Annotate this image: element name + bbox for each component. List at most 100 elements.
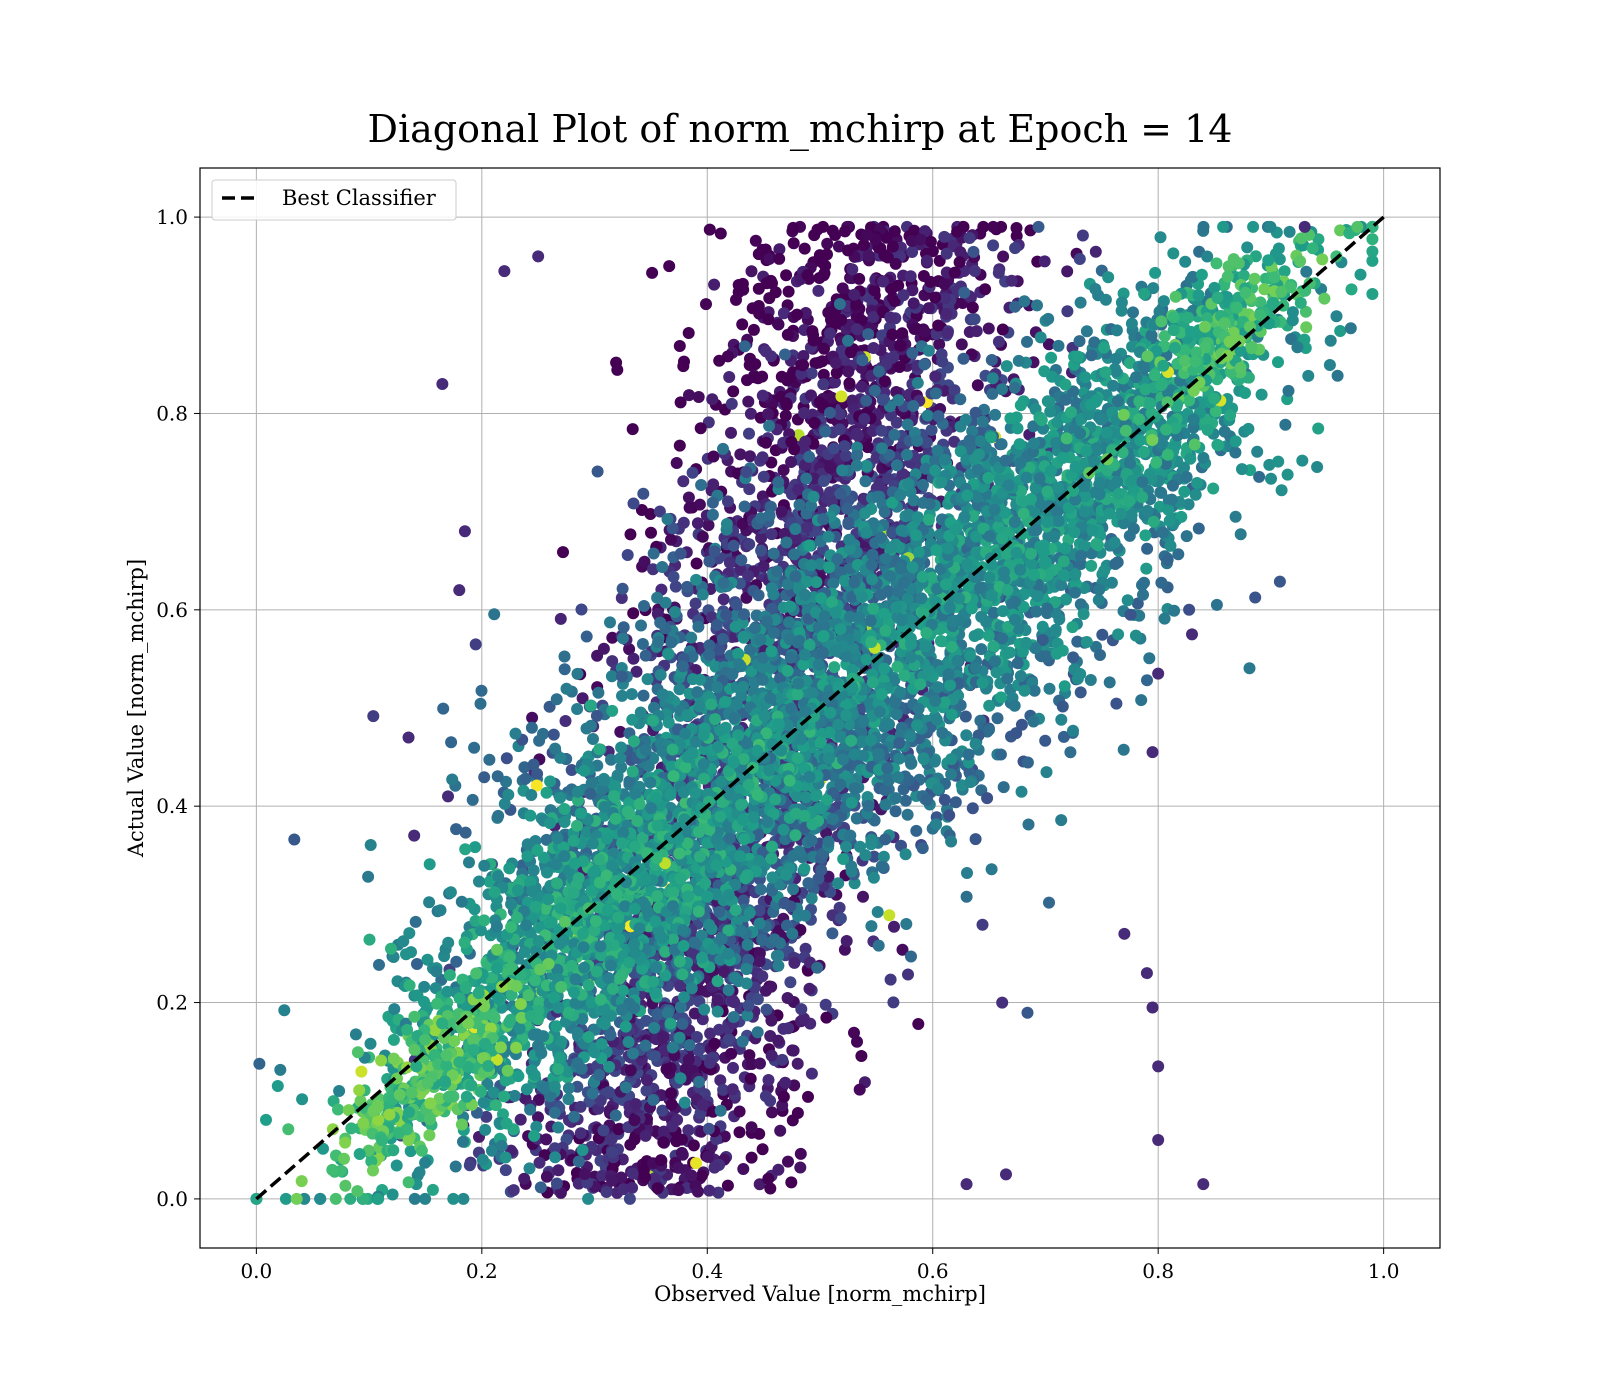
scatter-point [836, 282, 849, 295]
scatter-point [676, 1017, 689, 1030]
scatter-point [605, 670, 618, 683]
scatter-point [797, 350, 810, 362]
scatter-point [1249, 591, 1262, 604]
scatter-point [932, 410, 945, 423]
scatter-point [543, 700, 556, 713]
scatter-point [907, 297, 920, 310]
scatter-point [657, 1136, 670, 1149]
scatter-point [912, 1018, 925, 1030]
scatter-point [805, 1067, 818, 1080]
scatter-point [600, 1186, 613, 1198]
scatter-point [463, 1159, 476, 1172]
scatter-point [922, 344, 935, 357]
scatter-point [626, 423, 639, 436]
scatter-point [694, 422, 707, 435]
scatter-point [1117, 743, 1130, 756]
scatter-point [897, 289, 910, 302]
scatter-point [677, 360, 690, 373]
scatter-point [576, 692, 589, 705]
scatter-point [756, 389, 769, 402]
scatter-point [469, 638, 482, 651]
scatter-point [746, 302, 759, 315]
scatter-point [748, 371, 761, 384]
scatter-point [791, 1107, 804, 1119]
scatter-point [745, 265, 758, 278]
scatter-point [905, 950, 917, 963]
scatter-point [702, 519, 715, 532]
scatter-point [787, 237, 800, 250]
scatter-point [817, 378, 830, 391]
scatter-point [660, 1063, 673, 1076]
scatter-point [717, 1083, 730, 1096]
scatter-point [816, 355, 829, 368]
scatter-point [817, 475, 830, 487]
scatter-point [959, 710, 972, 723]
scatter-point [842, 365, 855, 378]
scatter-point [877, 275, 890, 288]
scatter-point [637, 689, 650, 702]
scatter-point [782, 1022, 795, 1035]
scatter-point [788, 956, 801, 969]
scatter-point [762, 1074, 775, 1086]
scatter-point [725, 426, 737, 439]
scatter-point [676, 1148, 689, 1161]
scatter-point [685, 1169, 698, 1182]
scatter-point [812, 284, 825, 297]
scatter-point [792, 483, 805, 496]
scatter-point [968, 313, 981, 326]
scatter-point [1067, 651, 1080, 664]
scatter-point [833, 901, 846, 914]
scatter-point [867, 342, 880, 354]
scatter-point [779, 348, 791, 361]
scatter-point [749, 234, 762, 247]
scatter-point [1043, 682, 1056, 695]
scatter-point [981, 792, 994, 805]
scatter-point [693, 498, 706, 511]
scatter-point [770, 949, 783, 962]
scatter-point [765, 350, 777, 363]
scatter-point [857, 890, 869, 903]
scatter-point [1094, 649, 1106, 661]
scatter-point [730, 293, 742, 306]
scatter-point [665, 533, 677, 546]
scatter-point [1061, 265, 1074, 278]
scatter-point [549, 1151, 562, 1164]
scatter-point [816, 256, 829, 269]
scatter-point [764, 1094, 777, 1107]
scatter-point [548, 1142, 561, 1155]
scatter-point [889, 257, 902, 270]
scatter-point [1084, 674, 1097, 686]
scatter-point [596, 1169, 609, 1182]
scatter-point [640, 1084, 653, 1097]
scatter-point [534, 1181, 547, 1194]
scatter-point [507, 1184, 520, 1197]
scatter-point [474, 697, 487, 710]
scatter-point [713, 354, 726, 367]
scatter-point [830, 366, 843, 379]
scatter-point [708, 1037, 721, 1050]
scatter-point [594, 1094, 607, 1107]
scatter-point [670, 457, 683, 469]
scatter-point [875, 442, 888, 455]
scatter-point [938, 230, 951, 243]
scatter-point [826, 927, 839, 940]
scatter-point [824, 327, 836, 340]
scatter-point [755, 544, 768, 557]
scatter-point [574, 1127, 587, 1140]
scatter-point [1265, 472, 1277, 485]
scatter-point [855, 380, 868, 393]
scatter-point [639, 1171, 652, 1184]
scatter-point [373, 958, 385, 971]
scatter-point [714, 227, 727, 240]
scatter-point [690, 573, 703, 586]
scatter-point [888, 428, 901, 441]
scatter-point [648, 1021, 661, 1034]
scatter-point [985, 863, 998, 876]
scatter-point [721, 495, 734, 508]
scatter-point [737, 894, 750, 907]
scatter-point [754, 1057, 766, 1070]
scatter-point [1243, 662, 1256, 675]
scatter-point [920, 254, 933, 267]
scatter-point [957, 220, 970, 233]
scatter-point [1074, 686, 1087, 699]
